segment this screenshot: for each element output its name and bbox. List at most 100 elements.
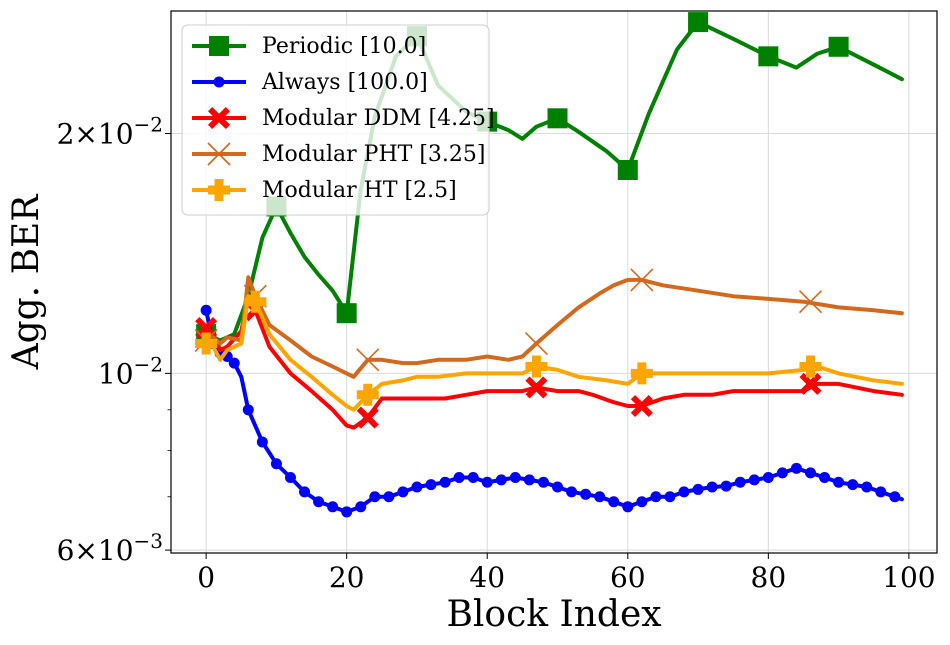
data-point [453, 472, 465, 484]
data-point [383, 491, 395, 503]
legend-marker [207, 142, 231, 166]
data-point [327, 501, 339, 513]
data-point [617, 159, 638, 180]
legend-item: Periodic [10.0] [192, 34, 426, 59]
legend-label: Always [100.0] [261, 70, 428, 95]
data-point [256, 436, 268, 448]
data-point [636, 496, 648, 508]
y-tick-exponent: −3 [134, 529, 163, 553]
legend-box [181, 24, 490, 216]
x-tick-label: 0 [197, 561, 215, 594]
legend-item: Always [100.0] [192, 70, 428, 95]
data-point [688, 12, 709, 33]
data-point [195, 332, 218, 355]
data-point [594, 491, 606, 503]
data-point [580, 488, 592, 500]
series-line [204, 275, 904, 379]
data-point [547, 108, 568, 129]
data-point [630, 362, 653, 385]
data-point [762, 472, 774, 484]
legend-label: Modular HT [2.5] [262, 178, 457, 203]
data-point [622, 501, 634, 513]
data-point [523, 474, 535, 486]
data-point [828, 36, 849, 57]
y-tick-times: × [74, 534, 97, 567]
y-tick-label: 10−2 [98, 352, 163, 390]
data-point [790, 462, 802, 474]
legend-label: Periodic [10.0] [262, 34, 426, 59]
x-tick-label: 20 [329, 561, 365, 594]
data-point [706, 481, 718, 493]
legend-marker [208, 107, 230, 129]
data-point [355, 501, 367, 513]
plot-frame [170, 10, 938, 554]
data-point [566, 486, 578, 498]
series-line [204, 294, 904, 430]
data-point [720, 480, 732, 492]
y-axis-label: Agg. BER [6, 194, 47, 371]
y-tick-exponent: −2 [134, 352, 163, 376]
legend-item: Modular DDM [4.25] [192, 106, 495, 131]
data-point [847, 479, 859, 491]
data-point [525, 355, 548, 378]
data-point [758, 46, 779, 67]
data-point [356, 348, 380, 372]
series-1 [200, 304, 904, 518]
data-point [242, 404, 254, 416]
legend-item: Modular PHT [3.25] [192, 142, 486, 167]
data-point [244, 290, 267, 313]
y-tick-times: × [74, 118, 97, 151]
data-point [748, 474, 760, 486]
data-point [270, 458, 282, 470]
legend-label: Modular PHT [3.25] [262, 142, 486, 167]
data-point [397, 486, 409, 498]
series-4 [195, 290, 904, 412]
data-point [799, 372, 822, 395]
data-point [650, 491, 662, 503]
data-point [819, 472, 831, 484]
data-point [798, 290, 823, 314]
y-tick-base: 10 [98, 357, 134, 390]
y-tick-base: 10 [98, 118, 134, 151]
data-point [336, 303, 357, 324]
data-point [861, 481, 873, 493]
data-point [195, 317, 218, 340]
legend-item: Modular HT [2.5] [192, 178, 457, 203]
data-point [411, 481, 423, 493]
data-point [692, 483, 704, 495]
data-point [481, 476, 493, 488]
data-point [200, 304, 212, 316]
data-point [537, 476, 549, 488]
data-point [734, 476, 746, 488]
legend: Periodic [10.0] Always [100.0] Modular DDM… [181, 24, 495, 216]
legend-marker [209, 36, 229, 56]
y-tick-exponent: −2 [134, 113, 163, 137]
y-tick-mantissa: 6 [57, 534, 75, 567]
data-point [356, 406, 379, 429]
data-point [299, 486, 311, 498]
data-point [875, 486, 887, 498]
legend-marker [208, 179, 230, 201]
data-point [467, 472, 479, 484]
legend-marker [213, 76, 225, 88]
data-point [425, 479, 437, 491]
x-tick-label: 100 [882, 561, 935, 594]
x-tick-label: 60 [610, 561, 646, 594]
data-point [341, 506, 353, 518]
y-tick-mantissa: 2 [57, 118, 75, 151]
data-point [678, 486, 690, 498]
y-tick-label: 2×10−2 [57, 113, 163, 151]
data-point [889, 491, 901, 503]
data-point [228, 357, 240, 369]
data-point [833, 476, 845, 488]
data-point [525, 376, 548, 399]
legend-label: Modular DDM [4.25] [262, 106, 495, 131]
series-3 [194, 268, 904, 379]
data-point [369, 491, 381, 503]
data-point [799, 355, 822, 378]
y-tick-label: 6×10−3 [57, 529, 163, 567]
x-axis-label: Block Index [446, 594, 661, 635]
data-point [664, 491, 676, 503]
